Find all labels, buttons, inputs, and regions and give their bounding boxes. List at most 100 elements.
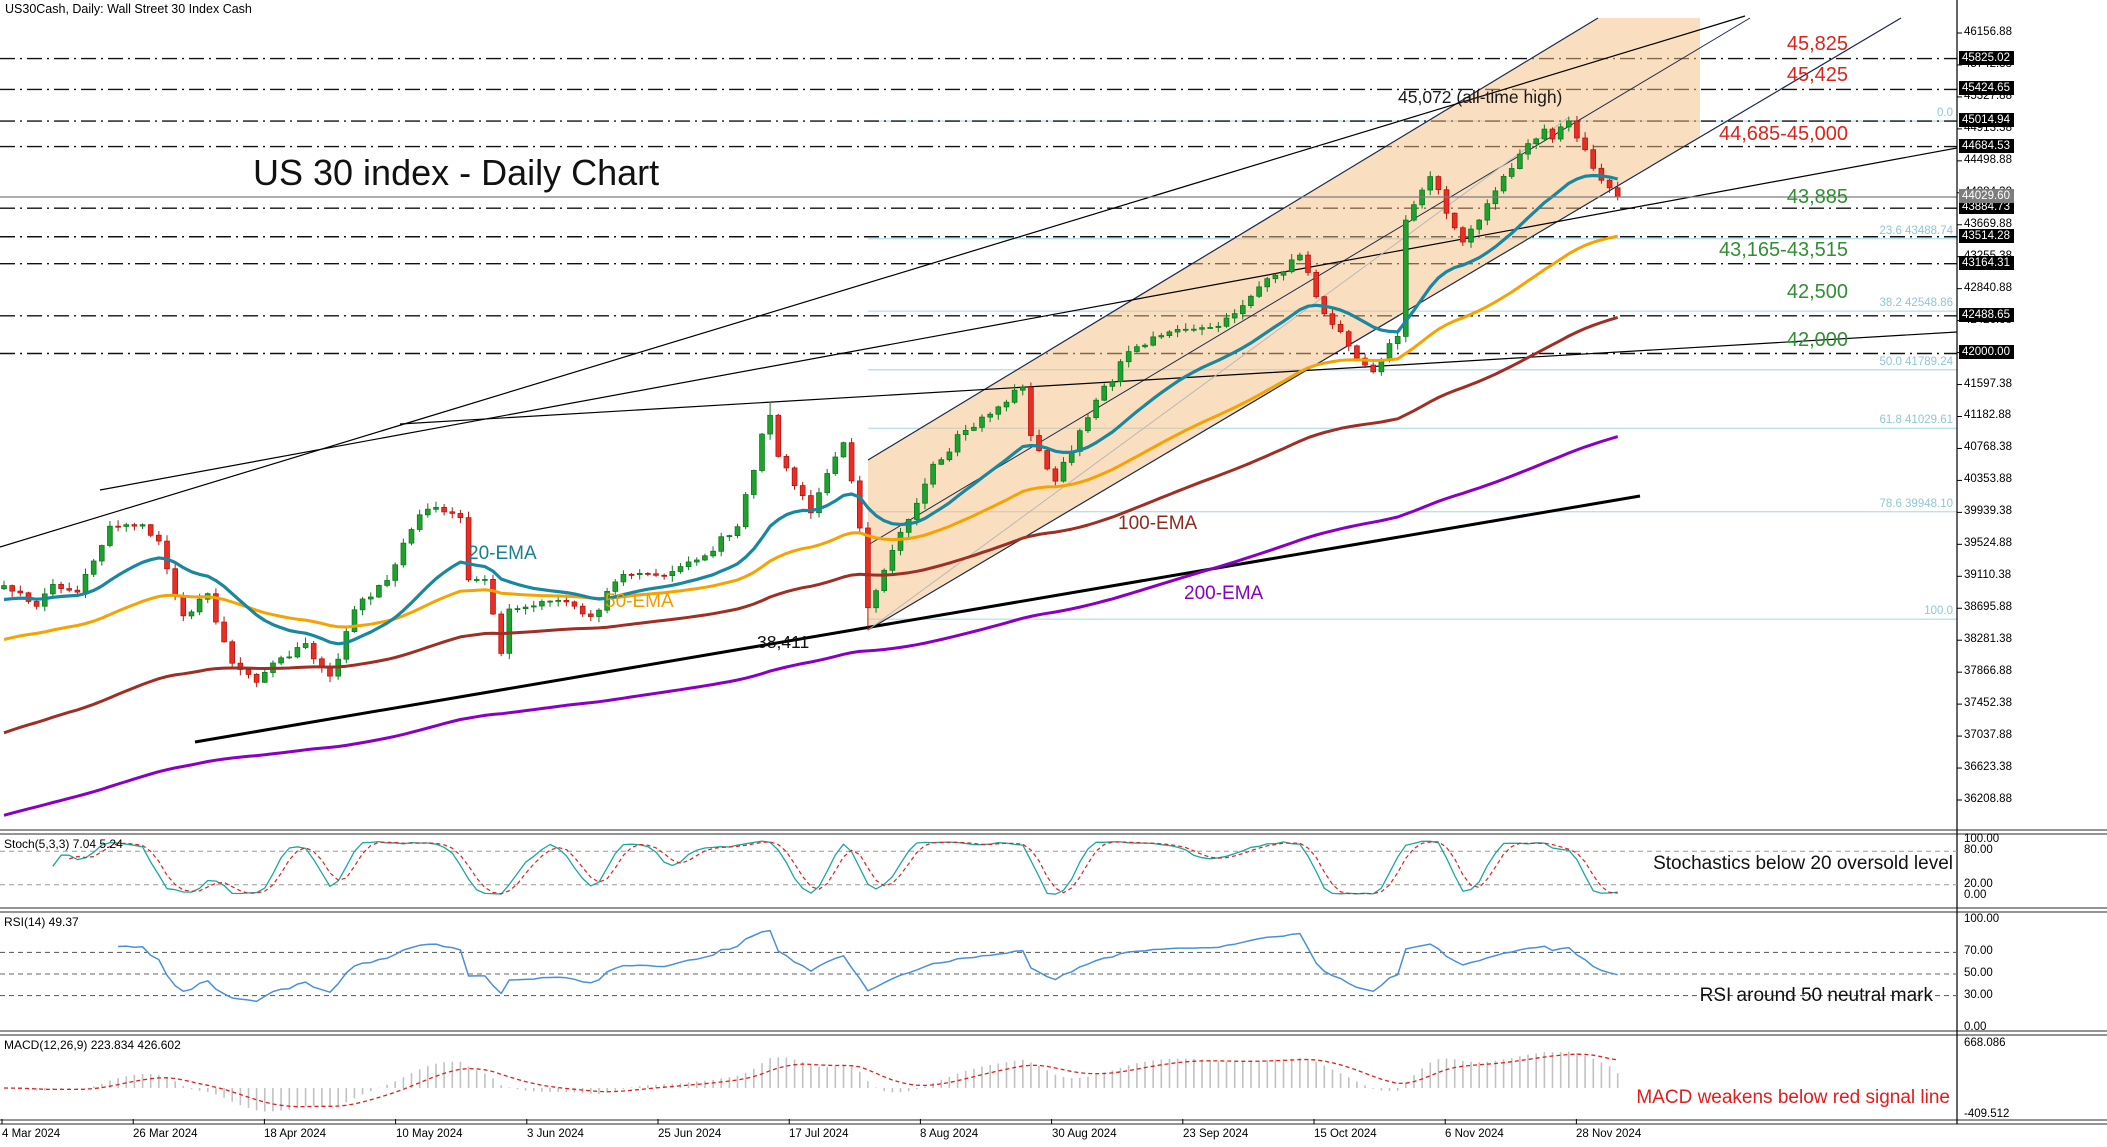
fib-level-label: 50.0 41789.24 (1879, 356, 1953, 368)
price-level-badge: 44684.53 (1959, 139, 2014, 153)
price-tick-label: 41597.38 (1964, 378, 2012, 390)
ema20-label: 20-EMA (468, 543, 537, 564)
all-time-high-annotation: 45,072 (all-time high) (1398, 87, 1563, 107)
chart-title: US 30 index - Daily Chart (253, 152, 660, 193)
support-level-label: 43,885 (1786, 186, 1848, 208)
ema200-line (3, 435, 1619, 817)
stoch-k-line (52, 840, 1618, 895)
price-tick-label: 44498.88 (1964, 154, 2012, 166)
trendline-flat (399, 331, 1957, 425)
rsi-panel-header: RSI(14) 49.37 (4, 915, 79, 929)
fib-level-label: 61.8 41029.61 (1879, 414, 1953, 426)
date-axis-label: 10 May 2024 (396, 1128, 463, 1140)
macd-annotation: MACD weakens below red signal line (1636, 1087, 1950, 1108)
stoch-d-line (69, 841, 1618, 895)
price-tick-label: 39110.38 (1964, 569, 2012, 581)
date-axis-label: 30 Aug 2024 (1052, 1128, 1117, 1140)
stoch-scale-label: 20.00 (1964, 878, 1993, 890)
price-level-badge: 43514.28 (1959, 229, 2014, 243)
stoch-scale-label: 0.00 (1964, 889, 1987, 901)
price-tick-label: 46156.88 (1964, 26, 2012, 38)
stoch-scale-label: 100.00 (1964, 833, 2000, 845)
rsi-scale-label: 0.00 (1964, 1021, 1987, 1033)
support-level-label: 43,165-43,515 (1718, 239, 1848, 261)
trend-channel (867, 17, 1902, 631)
price-tick-label: 37452.38 (1964, 697, 2012, 709)
macd-histogram (11, 1051, 1619, 1112)
price-level-badge: 42000.00 (1959, 345, 2014, 359)
fib-base-diagonal (867, 116, 1570, 631)
date-axis-label: 4 Mar 2024 (2, 1128, 61, 1140)
date-axis-label: 17 Jul 2024 (789, 1128, 849, 1140)
ema100-line (3, 315, 1619, 735)
resistance-level-label: 45,825 (1786, 33, 1848, 55)
price-tick-label: 41182.88 (1964, 409, 2012, 421)
macd-panel-header: MACD(12,26,9) 223.834 426.602 (4, 1038, 181, 1052)
ema50-line (3, 234, 1618, 641)
ema200-label: 200-EMA (1184, 583, 1264, 604)
rsi-scale-label: 50.00 (1964, 967, 1993, 979)
fib-level-label: 100.0 (1924, 605, 1953, 617)
price-tick-label: 40768.38 (1964, 441, 2012, 453)
price-level-badge: 45014.94 (1959, 113, 2014, 127)
price-tick-label: 43669.88 (1964, 218, 2012, 230)
resistance-level-label: 45,425 (1786, 64, 1848, 86)
date-axis-label: 8 Aug 2024 (920, 1128, 979, 1140)
macd-signal-line (3, 1053, 1618, 1108)
date-axis-label: 26 Mar 2024 (133, 1128, 198, 1140)
candlesticks (1, 116, 1621, 688)
price-level-badge: 43884.73 (1959, 200, 2014, 214)
price-tick-label: 39524.88 (1964, 537, 2012, 549)
date-axis-label: 23 Sep 2024 (1183, 1128, 1249, 1140)
current-price-badge: 44029.60 (1959, 189, 2014, 203)
price-tick-label: 36208.88 (1964, 793, 2012, 805)
price-tick-label: 42840.88 (1964, 282, 2012, 294)
support-level-label: 42,000 (1786, 329, 1848, 351)
channel-median-line (867, 17, 1751, 546)
rsi-line (118, 929, 1618, 1003)
price-tick-label: 37866.88 (1964, 665, 2012, 677)
resistance-level-label: 44,685-45,000 (1718, 123, 1848, 145)
date-axis-label: 28 Nov 2024 (1576, 1128, 1642, 1140)
fib-level-label: 38.2 42548.86 (1879, 297, 1953, 309)
date-axis-label: 25 Jun 2024 (658, 1128, 722, 1140)
price-tick-label: 39939.38 (1964, 505, 2012, 517)
ema50-label: 50-EMA (605, 591, 674, 612)
fib-level-label: 78.6 39948.10 (1879, 498, 1953, 510)
price-tick-label: 37037.88 (1964, 729, 2012, 741)
support-trendline-38411 (194, 494, 1641, 744)
price-tick-label: 38695.88 (1964, 601, 2012, 613)
rsi-scale-label: 30.00 (1964, 989, 1993, 1001)
trendline-long-mid (99, 147, 1957, 491)
price-tick-label: 36623.38 (1964, 761, 2012, 773)
date-axis-label: 15 Oct 2024 (1314, 1128, 1377, 1140)
date-axis-label: 6 Nov 2024 (1445, 1128, 1504, 1140)
price-tick-label: 40353.88 (1964, 473, 2012, 485)
stoch-annotation: Stochastics below 20 oversold level (1653, 853, 1953, 874)
price-level-badge: 42488.65 (1959, 308, 2014, 322)
support-38411-label: 38,411 (757, 632, 810, 652)
stoch-scale-label: 80.00 (1964, 844, 1993, 856)
price-tick-label: 38281.38 (1964, 633, 2012, 645)
fib-level-label: 23.6 43488.74 (1879, 225, 1953, 237)
price-level-badge: 43164.31 (1959, 256, 2014, 270)
trendline-long-upper (0, 15, 1746, 548)
channel-upper-line (867, 17, 1599, 461)
chart-symbol-header: US30Cash, Daily: Wall Street 30 Index Ca… (5, 2, 252, 16)
stoch-panel-header: Stoch(5,3,3) 7.04 5.24 (4, 837, 123, 851)
macd-scale-label: 668.086 (1964, 1037, 2006, 1049)
macd-scale-label: -409.512 (1964, 1108, 2010, 1120)
date-axis-label: 3 Jun 2024 (527, 1128, 584, 1140)
ema20-line (3, 173, 1619, 646)
rsi-scale-label: 70.00 (1964, 945, 1993, 957)
fib-level-label: 0.0 (1937, 107, 1953, 119)
ema100-label: 100-EMA (1118, 513, 1198, 534)
support-level-label: 42,500 (1786, 281, 1848, 303)
channel-lower-line (867, 17, 1902, 631)
date-axis-label: 18 Apr 2024 (264, 1128, 327, 1140)
price-level-badge: 45825.02 (1959, 51, 2014, 65)
rsi-annotation: RSI around 50 neutral mark (1699, 985, 1933, 1006)
rsi-scale-label: 100.00 (1964, 913, 2000, 925)
